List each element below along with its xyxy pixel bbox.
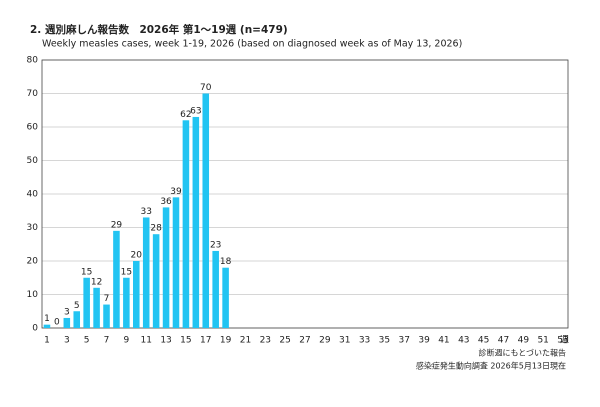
data-label: 1 (44, 314, 50, 324)
y-tick-label: 50 (27, 156, 39, 166)
x-tick-label: 39 (418, 336, 430, 346)
y-tick-label: 10 (27, 290, 39, 300)
data-label: 5 (74, 301, 80, 311)
x-tick-label: 19 (220, 336, 232, 346)
x-tick-label: 17 (200, 336, 211, 346)
data-label: 39 (170, 187, 182, 197)
x-tick-label: 51 (537, 336, 548, 346)
bar (202, 93, 210, 328)
x-tick-label: 49 (518, 336, 530, 346)
y-tick-label: 20 (27, 257, 39, 267)
data-label: 20 (131, 251, 143, 261)
y-tick-label: 40 (27, 190, 39, 200)
x-tick-label: 5 (84, 336, 90, 346)
y-tick-label: 0 (32, 324, 38, 334)
y-tick-label: 60 (27, 123, 39, 133)
bar (212, 250, 219, 328)
bar (113, 230, 120, 328)
data-label: 7 (104, 294, 110, 304)
bar (222, 267, 229, 328)
bar (182, 120, 190, 328)
bar (93, 287, 100, 328)
bar (73, 311, 81, 328)
data-label: 62 (180, 110, 191, 120)
data-label: 15 (81, 267, 92, 277)
bar (103, 304, 110, 328)
data-label: 29 (111, 220, 123, 230)
x-tick-label: 37 (399, 336, 410, 346)
y-tick-label: 70 (27, 89, 39, 99)
x-tick-label: 15 (180, 336, 191, 346)
x-tick-label: 7 (104, 336, 110, 346)
x-tick-label: 31 (339, 336, 350, 346)
bar (83, 277, 90, 328)
data-label: 0 (54, 318, 60, 328)
data-label: 70 (200, 83, 212, 93)
bar (152, 234, 160, 328)
x-tick-label: 35 (379, 336, 390, 346)
chart-subtitle: Weekly measles cases, week 1-19, 2026 (b… (42, 39, 462, 50)
note: 診断週にもとづいた報告 (478, 348, 566, 358)
y-tick-label: 80 (27, 56, 39, 66)
x-tick-label: 23 (260, 336, 271, 346)
plot-frame (41, 59, 569, 329)
bar (142, 217, 150, 328)
bar (172, 197, 180, 328)
chart-title: 2. 週別麻しん報告数 2026年 第1～19週 (n=479) (30, 23, 288, 36)
x-tick-label: 9 (123, 336, 129, 346)
data-label: 36 (160, 197, 172, 207)
x-tick-label: 27 (299, 336, 310, 346)
x-tick-label: 43 (458, 336, 469, 346)
x-tick-label: 29 (319, 336, 331, 346)
bar (63, 317, 71, 328)
x-tick-label: 3 (64, 336, 70, 346)
x-tick-label: 47 (498, 336, 509, 346)
data-label: 18 (220, 257, 232, 267)
y-tick-label: 30 (27, 223, 39, 233)
x-tick-label: 33 (359, 336, 370, 346)
x-tick-label: 25 (279, 336, 290, 346)
data-label: 15 (121, 267, 132, 277)
x-tick-label: 11 (140, 336, 151, 346)
bar (162, 207, 170, 328)
data-label: 12 (91, 277, 102, 287)
data-label: 63 (190, 106, 201, 116)
note: 感染症発生動向調査 2026年5月13日現在 (416, 361, 566, 371)
bar (133, 261, 140, 328)
data-label: 28 (150, 224, 162, 234)
x-tick-label: 13 (160, 336, 171, 346)
x-tick-label: 21 (240, 336, 251, 346)
bar (123, 277, 130, 328)
x-unit: 週 (560, 335, 569, 346)
x-tick-label: 45 (478, 336, 489, 346)
data-label: 3 (64, 307, 70, 317)
data-label: 23 (210, 240, 221, 250)
x-tick-label: 41 (438, 336, 449, 346)
bar (43, 324, 51, 328)
x-tick-label: 1 (44, 336, 50, 346)
data-label: 33 (140, 207, 151, 217)
bar (192, 116, 200, 328)
x-tick-label: 53 (557, 336, 568, 346)
